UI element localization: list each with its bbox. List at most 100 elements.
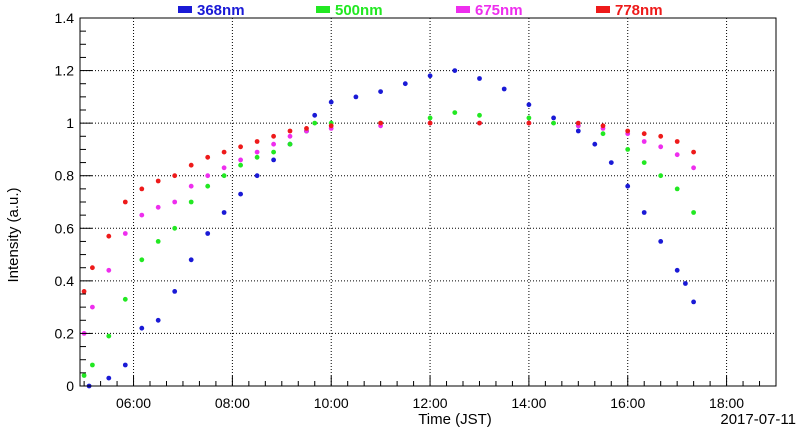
data-point bbox=[691, 210, 696, 215]
series-778nm bbox=[81, 120, 696, 294]
data-point bbox=[691, 165, 696, 171]
data-point bbox=[172, 199, 178, 205]
data-point bbox=[205, 173, 211, 179]
x-axis-label: Time (JST) bbox=[418, 411, 492, 428]
data-point bbox=[658, 144, 664, 150]
data-point bbox=[625, 147, 631, 152]
legend-label: 675nm bbox=[475, 2, 523, 19]
y-tick-label: 1.2 bbox=[55, 63, 75, 79]
y-tick-label: 0.2 bbox=[55, 325, 75, 341]
data-point bbox=[575, 120, 581, 126]
data-point bbox=[139, 257, 145, 263]
data-point bbox=[254, 149, 260, 155]
series-layer bbox=[81, 68, 696, 389]
data-point bbox=[378, 89, 383, 94]
data-point bbox=[304, 125, 309, 131]
data-point bbox=[271, 149, 276, 155]
data-point bbox=[106, 375, 112, 381]
data-point bbox=[122, 231, 128, 236]
data-point bbox=[452, 68, 458, 73]
y-tick-label: 1.4 bbox=[55, 10, 75, 26]
y-tick-label: 1 bbox=[66, 115, 74, 131]
data-point bbox=[691, 149, 696, 155]
x-tick-label: 10:00 bbox=[314, 395, 349, 411]
data-point bbox=[155, 204, 161, 210]
data-point bbox=[641, 131, 647, 137]
legend-label: 368nm bbox=[197, 2, 245, 19]
y-tick-label: 0.8 bbox=[55, 168, 75, 184]
data-point bbox=[106, 333, 112, 339]
x-tick-label: 12:00 bbox=[413, 395, 448, 411]
data-point bbox=[221, 210, 227, 215]
data-point bbox=[477, 120, 482, 126]
data-point bbox=[287, 133, 293, 139]
data-point bbox=[674, 139, 680, 144]
legend-swatch bbox=[456, 6, 470, 13]
data-point bbox=[254, 154, 260, 160]
data-point bbox=[106, 233, 112, 239]
data-point bbox=[139, 186, 145, 192]
data-point bbox=[641, 210, 647, 215]
data-point bbox=[238, 191, 244, 197]
data-point bbox=[551, 115, 556, 121]
legend: 368nm 500nm 675nm 778nm bbox=[178, 2, 663, 19]
data-point bbox=[188, 162, 194, 168]
data-point bbox=[658, 173, 664, 179]
data-point bbox=[378, 120, 383, 126]
x-tick-label: 16:00 bbox=[610, 395, 645, 411]
data-point bbox=[674, 267, 680, 273]
data-point bbox=[221, 149, 227, 155]
data-point bbox=[526, 115, 532, 121]
data-point bbox=[188, 257, 194, 263]
x-tick-label: 06:00 bbox=[116, 395, 151, 411]
legend-swatch bbox=[316, 6, 330, 13]
data-point bbox=[254, 139, 260, 144]
data-point bbox=[271, 133, 276, 139]
data-point bbox=[526, 120, 532, 126]
data-point bbox=[139, 325, 145, 331]
data-point bbox=[221, 173, 227, 179]
data-point bbox=[674, 152, 680, 158]
y-axis-label: Intensity (a.u.) bbox=[5, 187, 22, 282]
data-point bbox=[674, 186, 680, 192]
data-point bbox=[122, 362, 128, 368]
data-point bbox=[188, 199, 194, 205]
y-tick-label: 0.4 bbox=[55, 273, 75, 289]
legend-swatch bbox=[178, 6, 192, 13]
data-point bbox=[477, 76, 482, 81]
data-point bbox=[353, 94, 359, 100]
data-point bbox=[238, 162, 244, 168]
y-tick-label: 0.6 bbox=[55, 220, 75, 236]
series-500nm bbox=[81, 110, 696, 378]
grid-lines bbox=[80, 18, 776, 386]
data-point bbox=[155, 317, 161, 323]
data-point bbox=[600, 123, 606, 129]
data-point bbox=[477, 112, 482, 118]
data-point bbox=[287, 128, 293, 134]
data-point bbox=[625, 128, 631, 134]
data-point bbox=[328, 99, 334, 105]
data-point bbox=[122, 296, 128, 302]
series-368nm bbox=[86, 68, 696, 389]
x-axis: 06:00 08:00 10:00 12:00 14:00 16:00 18:00 bbox=[83, 376, 777, 411]
data-point bbox=[600, 131, 606, 137]
data-point bbox=[658, 239, 664, 244]
data-point bbox=[221, 165, 227, 171]
data-point bbox=[172, 173, 178, 179]
data-point bbox=[551, 120, 556, 126]
x-tick-label: 14:00 bbox=[511, 395, 546, 411]
data-point bbox=[452, 110, 458, 115]
y-tick-label: 0 bbox=[66, 378, 74, 394]
y-axis: 0 0.2 0.4 0.6 0.8 1 1.2 1.4 bbox=[55, 10, 92, 394]
data-point bbox=[625, 183, 631, 189]
legend-label: 778nm bbox=[615, 2, 663, 19]
data-point bbox=[139, 212, 145, 218]
data-point bbox=[205, 183, 211, 189]
data-point bbox=[155, 239, 161, 244]
data-point bbox=[641, 160, 647, 166]
data-point bbox=[122, 199, 128, 205]
data-point bbox=[238, 144, 244, 150]
data-point bbox=[287, 141, 293, 147]
data-point bbox=[427, 73, 433, 79]
